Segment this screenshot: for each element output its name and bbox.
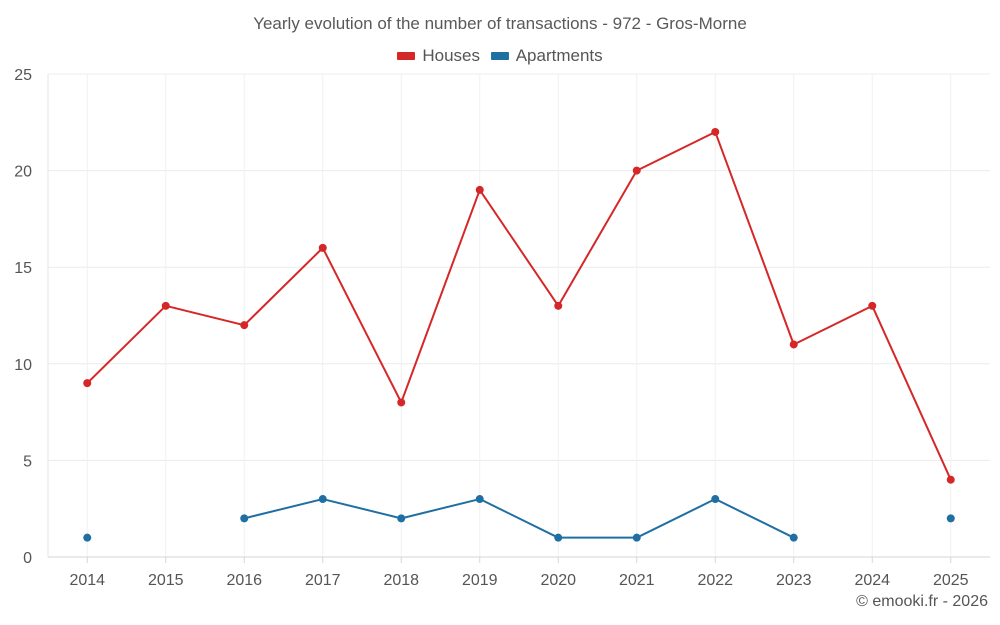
data-point-houses	[397, 398, 406, 407]
x-tick-label: 2023	[776, 572, 812, 589]
legend-swatch-houses	[397, 52, 416, 60]
x-tick-label: 2018	[383, 572, 419, 589]
series-line-houses	[86, 130, 952, 481]
y-tick-label: 25	[14, 67, 32, 84]
data-point-houses	[475, 185, 484, 194]
y-tick-label: 0	[23, 550, 32, 567]
x-tick-label: 2015	[148, 572, 184, 589]
x-tick-label: 2021	[619, 572, 655, 589]
data-point-apartments	[475, 495, 484, 504]
data-point-houses	[789, 340, 798, 349]
x-tick-label: 2020	[540, 572, 576, 589]
data-point-houses	[868, 301, 877, 310]
data-point-apartments	[240, 514, 249, 523]
data-point-houses	[161, 301, 170, 310]
copyright-text: © emooki.fr - 2026	[856, 593, 988, 610]
data-point-houses	[318, 243, 327, 252]
data-point-apartments	[397, 514, 406, 523]
legend-item-houses[interactable]: Houses	[397, 46, 480, 66]
x-tick-label: 2016	[226, 572, 262, 589]
legend-label-apartments: Apartments	[515, 46, 603, 65]
x-tick-label: 2022	[697, 572, 733, 589]
x-tick-label: 2025	[933, 572, 969, 589]
data-point-houses	[632, 166, 641, 175]
x-tick-label: 2014	[69, 572, 105, 589]
chart-legend: Houses Apartments	[0, 45, 1000, 66]
data-point-apartments	[789, 533, 798, 542]
legend-swatch-apartments	[490, 52, 509, 60]
y-tick-label: 15	[14, 260, 32, 277]
data-point-apartments	[554, 533, 563, 542]
data-point-apartments	[946, 514, 955, 523]
data-point-houses	[946, 475, 955, 484]
x-tick-label: 2019	[462, 572, 498, 589]
legend-item-apartments[interactable]: Apartments	[490, 46, 603, 66]
data-point-houses	[83, 379, 92, 388]
data-point-apartments	[318, 495, 327, 504]
x-tick-label: 2017	[305, 572, 341, 589]
data-point-houses	[554, 301, 563, 310]
data-point-apartments	[83, 533, 92, 542]
legend-label-houses: Houses	[422, 46, 480, 65]
data-point-apartments	[632, 533, 641, 542]
x-tick-label: 2024	[854, 572, 890, 589]
data-point-houses	[240, 321, 249, 330]
data-point-houses	[711, 127, 720, 136]
data-point-apartments	[711, 495, 720, 504]
series-line-apartments	[244, 498, 795, 539]
y-tick-label: 10	[14, 357, 32, 374]
chart-title: Yearly evolution of the number of transa…	[253, 14, 747, 33]
y-tick-label: 20	[14, 164, 32, 181]
y-tick-label: 5	[23, 453, 32, 470]
